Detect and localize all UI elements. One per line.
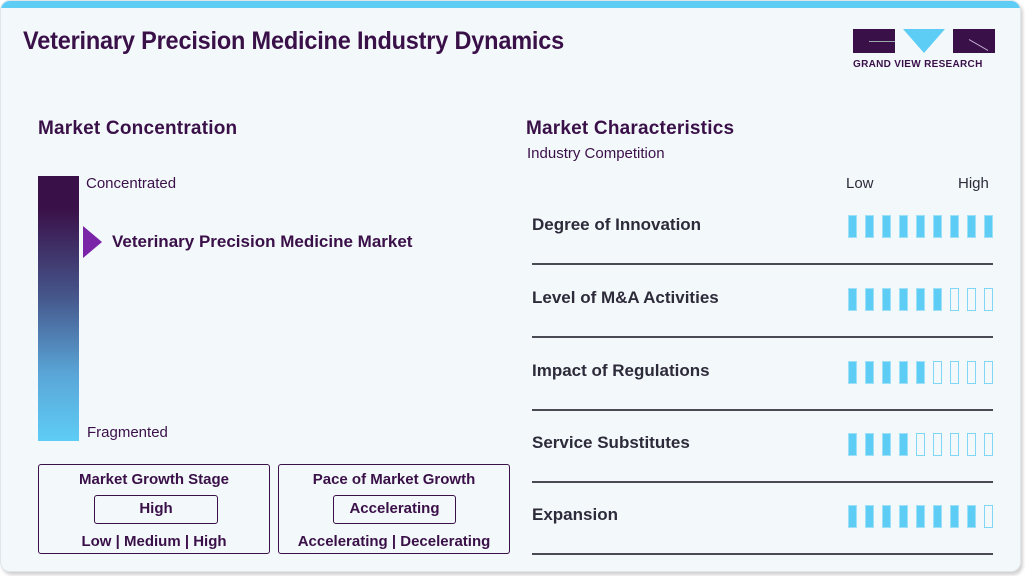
scale-high-label: High — [958, 175, 989, 192]
rating-bar-empty — [916, 433, 925, 456]
rating-bar-filled — [848, 433, 857, 456]
rating-bars — [848, 433, 993, 456]
rating-bar-filled — [865, 361, 874, 384]
rating-bar-empty — [950, 433, 959, 456]
rating-bar-empty — [967, 288, 976, 311]
rating-bar-filled — [882, 361, 891, 384]
logo-v-mark-icon — [903, 29, 945, 53]
logo-r-mark-icon — [953, 29, 995, 53]
rating-bar-filled — [950, 505, 959, 528]
rating-bar-empty — [967, 361, 976, 384]
page-title: Veterinary Precision Medicine Industry D… — [23, 27, 565, 55]
rating-bar-empty — [967, 433, 976, 456]
concentrated-label: Concentrated — [86, 175, 177, 192]
rating-bar-filled — [916, 288, 925, 311]
rating-bar-empty — [933, 361, 942, 384]
rating-bar-filled — [865, 288, 874, 311]
rating-bar-filled — [882, 215, 891, 238]
rating-bar-filled — [899, 433, 908, 456]
pace-title: Pace of Market Growth — [312, 471, 476, 488]
rating-bar-filled — [848, 505, 857, 528]
rating-bar-filled — [882, 288, 891, 311]
rating-bar-filled — [967, 215, 976, 238]
scale-low-label: Low — [846, 175, 874, 192]
rating-bar-filled — [916, 361, 925, 384]
rating-bar-filled — [848, 215, 857, 238]
characteristic-label: Degree of Innovation — [532, 215, 702, 234]
growth-stage-title: Market Growth Stage — [78, 471, 230, 488]
rating-bar-filled — [882, 433, 891, 456]
characteristic-label: Level of M&A Activities — [532, 288, 719, 307]
rating-bar-filled — [848, 288, 857, 311]
rating-bar-empty — [984, 361, 993, 384]
characteristic-label: Expansion — [532, 505, 618, 524]
logo-text: GRAND VIEW RESEARCH — [853, 59, 983, 70]
characteristic-label: Service Substitutes — [532, 433, 690, 452]
top-accent-bar — [1, 1, 1020, 8]
growth-stage-value: High — [94, 495, 218, 524]
characteristic-row: Level of M&A Activities — [532, 264, 993, 336]
growth-stage-options: Low | Medium | High — [81, 533, 227, 550]
rating-bar-filled — [933, 505, 942, 528]
market-position-label: Veterinary Precision Medicine Market — [112, 232, 413, 251]
rating-bar-filled — [967, 505, 976, 528]
fragmented-label: Fragmented — [87, 424, 168, 441]
market-characteristics-title: Market Characteristics — [526, 118, 735, 139]
concentration-gradient-bar — [38, 176, 79, 441]
row-divider — [532, 263, 993, 265]
pace-value: Accelerating — [333, 495, 456, 524]
pace-of-market-growth-box: Pace of Market Growth Accelerating Accel… — [278, 464, 510, 554]
rating-bar-filled — [933, 288, 942, 311]
market-position-arrow-icon — [83, 226, 102, 258]
market-concentration-title: Market Concentration — [38, 118, 238, 139]
rating-bar-filled — [916, 505, 925, 528]
rating-bars — [848, 505, 993, 528]
rating-bar-filled — [882, 505, 891, 528]
rating-bar-filled — [933, 215, 942, 238]
industry-competition-subtitle: Industry Competition — [527, 145, 665, 162]
rating-bar-empty — [950, 361, 959, 384]
rating-bar-empty — [950, 288, 959, 311]
rating-bar-filled — [984, 215, 993, 238]
rating-bar-filled — [950, 215, 959, 238]
logo-g-mark-icon — [853, 29, 895, 53]
rating-bar-filled — [899, 505, 908, 528]
characteristic-row: Degree of Innovation — [532, 191, 993, 263]
rating-bar-empty — [984, 288, 993, 311]
rating-bars — [848, 361, 993, 384]
characteristic-label: Impact of Regulations — [532, 361, 710, 380]
row-divider — [532, 481, 993, 483]
row-divider — [532, 409, 993, 411]
characteristic-row: Expansion — [532, 481, 993, 553]
rating-bar-empty — [984, 505, 993, 528]
rating-bar-filled — [865, 433, 874, 456]
rating-bar-filled — [865, 505, 874, 528]
rating-bar-filled — [916, 215, 925, 238]
market-growth-stage-box: Market Growth Stage High Low | Medium | … — [38, 464, 270, 554]
rating-bar-filled — [899, 361, 908, 384]
characteristic-row: Impact of Regulations — [532, 337, 993, 409]
pace-options: Accelerating | Decelerating — [297, 533, 491, 550]
characteristic-row: Service Substitutes — [532, 409, 993, 481]
rating-bars — [848, 215, 993, 238]
row-divider — [532, 336, 993, 338]
rating-bar-filled — [899, 215, 908, 238]
grand-view-research-logo: GRAND VIEW RESEARCH — [853, 29, 995, 70]
rating-bar-empty — [984, 433, 993, 456]
rating-bar-filled — [848, 361, 857, 384]
rating-bar-filled — [899, 288, 908, 311]
rating-bar-filled — [865, 215, 874, 238]
row-divider — [532, 553, 993, 555]
rating-bars — [848, 288, 993, 311]
rating-bar-empty — [933, 433, 942, 456]
